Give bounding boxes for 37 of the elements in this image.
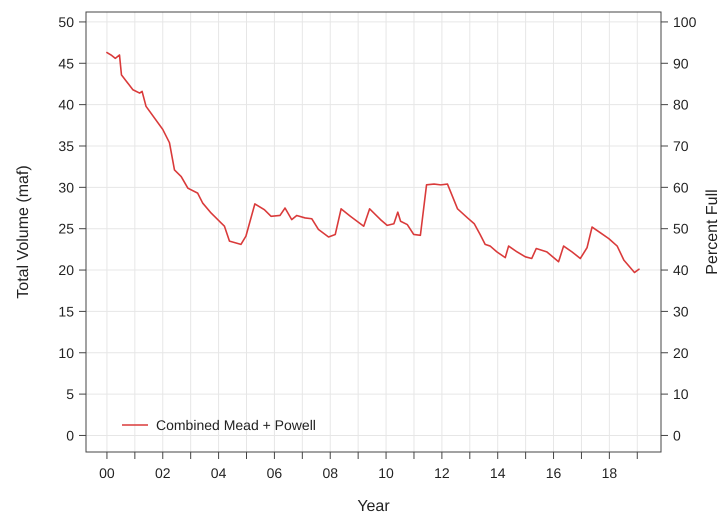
y2-tick-label: 30 [673, 303, 689, 320]
x-tick-label: 00 [99, 465, 115, 481]
x-tick-label: 14 [490, 465, 506, 481]
x-tick-label: 12 [434, 465, 450, 481]
y2-tick-label: 50 [673, 220, 689, 237]
y2-tick-label: 60 [673, 179, 689, 196]
x-tick-label: 08 [322, 465, 338, 481]
y-axis-title: Total Volume (maf) [15, 165, 32, 299]
x-axis-title: Year [357, 498, 390, 515]
y2-axis-title: Percent Full [704, 189, 721, 275]
y2-tick-label: 80 [673, 96, 689, 113]
y-tick-label: 10 [58, 344, 74, 361]
y-tick-label: 45 [58, 55, 74, 72]
y2-tick-label: 90 [673, 55, 689, 72]
y2-tick-label: 70 [673, 138, 689, 154]
line-series [106, 52, 640, 274]
y2-tick-label: 0 [673, 427, 681, 444]
y-tick-label: 35 [58, 138, 74, 154]
y-tick-label: 0 [66, 427, 74, 444]
x-tick-label: 04 [210, 465, 227, 481]
y-tick-label: 15 [58, 303, 74, 320]
y-tick-label: 20 [58, 262, 74, 278]
x-tick-label: 16 [546, 465, 562, 481]
y-tick-label: 50 [58, 14, 74, 30]
y2-tick-label: 40 [673, 262, 689, 278]
x-tick-label: 18 [602, 465, 618, 481]
x-tick-label: 02 [154, 465, 171, 481]
y-tick-label: 40 [58, 96, 74, 113]
y-tick-label: 25 [58, 220, 74, 237]
legend-label: Combined Mead + Powell [156, 417, 316, 433]
y2-tick-label: 20 [673, 344, 689, 361]
y2-tick-label: 100 [673, 14, 697, 30]
x-tick-label: 10 [378, 465, 394, 481]
y-tick-label: 5 [66, 386, 74, 402]
x-tick-label: 06 [266, 465, 282, 481]
y-tick-label: 30 [58, 179, 74, 196]
y2-tick-label: 10 [673, 386, 689, 402]
